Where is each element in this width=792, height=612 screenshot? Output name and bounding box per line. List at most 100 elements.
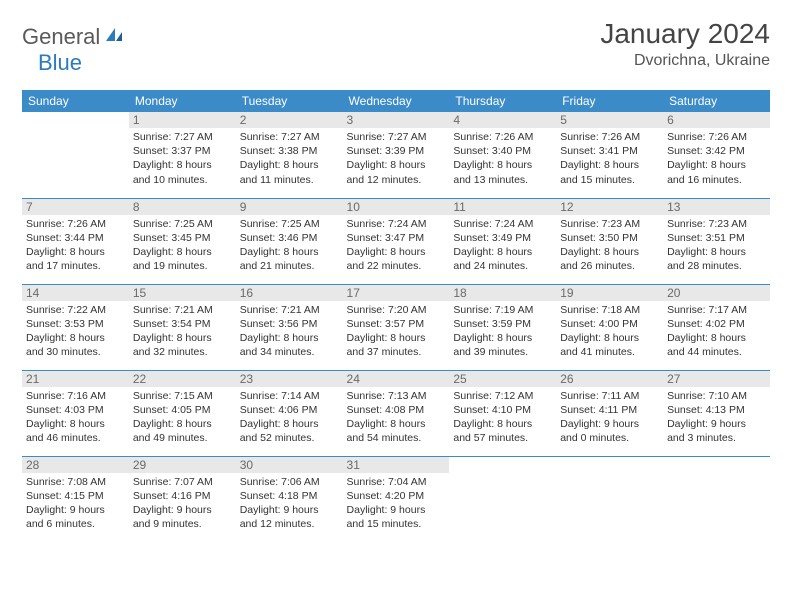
sunset-text: Sunset: 3:38 PM — [240, 145, 318, 157]
sunset-text: Sunset: 3:46 PM — [240, 232, 318, 244]
daylight-text: Daylight: 8 hours — [560, 246, 639, 258]
sunset-text: Sunset: 3:57 PM — [347, 318, 425, 330]
daylight-text: Daylight: 8 hours — [347, 332, 426, 344]
week-row: 1Sunrise: 7:27 AMSunset: 3:37 PMDaylight… — [22, 112, 770, 198]
sunrise-text: Sunrise: 7:19 AM — [453, 304, 533, 316]
daylight-text-2: and 37 minutes. — [347, 346, 422, 358]
daylight-text: Daylight: 8 hours — [26, 332, 105, 344]
week-row: 28Sunrise: 7:08 AMSunset: 4:15 PMDayligh… — [22, 456, 770, 542]
day-cell: 1Sunrise: 7:27 AMSunset: 3:37 PMDaylight… — [129, 112, 236, 198]
sunset-text: Sunset: 3:51 PM — [667, 232, 745, 244]
day-cell: 15Sunrise: 7:21 AMSunset: 3:54 PMDayligh… — [129, 284, 236, 370]
sunset-text: Sunset: 3:54 PM — [133, 318, 211, 330]
daylight-text-2: and 34 minutes. — [240, 346, 315, 358]
day-cell: 29Sunrise: 7:07 AMSunset: 4:16 PMDayligh… — [129, 456, 236, 542]
day-cell: 8 Sunrise: 7:25 AMSunset: 3:45 PMDaylight… — [129, 198, 236, 284]
daylight-text: Daylight: 9 hours — [347, 504, 426, 516]
daylight-text-2: and 26 minutes. — [560, 260, 635, 272]
day-cell: 21Sunrise: 7:16 AMSunset: 4:03 PMDayligh… — [22, 370, 129, 456]
title-block: January 2024 Dvorichna, Ukraine — [600, 18, 770, 70]
sunset-text: Sunset: 3:39 PM — [347, 145, 425, 157]
sunrise-text: Sunrise: 7:17 AM — [667, 304, 747, 316]
daylight-text-2: and 39 minutes. — [453, 346, 528, 358]
day-number: 16 — [236, 285, 343, 301]
daylight-text-2: and 12 minutes. — [240, 518, 315, 530]
day-number: 22 — [129, 371, 236, 387]
sunset-text: Sunset: 3:40 PM — [453, 145, 531, 157]
sunrise-text: Sunrise: 7:25 AM — [240, 218, 320, 230]
day-number: 25 — [449, 371, 556, 387]
sunrise-text: Sunrise: 7:06 AM — [240, 476, 320, 488]
day-cell: 24Sunrise: 7:13 AMSunset: 4:08 PMDayligh… — [343, 370, 450, 456]
daylight-text: Daylight: 9 hours — [667, 418, 746, 430]
sunset-text: Sunset: 3:41 PM — [560, 145, 638, 157]
day-number: 8 — [129, 199, 236, 215]
sunset-text: Sunset: 4:02 PM — [667, 318, 745, 330]
day-details: Sunrise: 7:21 AMSunset: 3:54 PMDaylight:… — [133, 303, 232, 360]
daylight-text-2: and 10 minutes. — [133, 174, 208, 186]
sunrise-text: Sunrise: 7:27 AM — [347, 131, 427, 143]
day-cell: 9Sunrise: 7:25 AMSunset: 3:46 PMDaylight… — [236, 198, 343, 284]
day-details: Sunrise: 7:20 AMSunset: 3:57 PMDaylight:… — [347, 303, 446, 360]
day-details: Sunrise: 7:25 AMSunset: 3:45 PMDaylight:… — [133, 217, 232, 274]
daylight-text: Daylight: 8 hours — [667, 159, 746, 171]
sunset-text: Sunset: 4:13 PM — [667, 404, 745, 416]
day-details: Sunrise: 7:07 AMSunset: 4:16 PMDaylight:… — [133, 475, 232, 532]
daylight-text: Daylight: 8 hours — [347, 246, 426, 258]
daylight-text: Daylight: 8 hours — [133, 332, 212, 344]
day-details: Sunrise: 7:21 AMSunset: 3:56 PMDaylight:… — [240, 303, 339, 360]
sunset-text: Sunset: 3:42 PM — [667, 145, 745, 157]
sunrise-text: Sunrise: 7:10 AM — [667, 390, 747, 402]
daylight-text: Daylight: 8 hours — [347, 159, 426, 171]
sunset-text: Sunset: 4:15 PM — [26, 490, 104, 502]
daylight-text: Daylight: 8 hours — [453, 418, 532, 430]
sunrise-text: Sunrise: 7:04 AM — [347, 476, 427, 488]
day-number: 2 — [236, 112, 343, 128]
day-cell: 2Sunrise: 7:27 AMSunset: 3:38 PMDaylight… — [236, 112, 343, 198]
day-cell: 14Sunrise: 7:22 AMSunset: 3:53 PMDayligh… — [22, 284, 129, 370]
daylight-text: Daylight: 8 hours — [667, 332, 746, 344]
daylight-text: Daylight: 8 hours — [453, 159, 532, 171]
sunset-text: Sunset: 4:18 PM — [240, 490, 318, 502]
daylight-text: Daylight: 8 hours — [26, 246, 105, 258]
day-cell: 23Sunrise: 7:14 AMSunset: 4:06 PMDayligh… — [236, 370, 343, 456]
daylight-text: Daylight: 8 hours — [240, 418, 319, 430]
day-cell — [556, 456, 663, 542]
daylight-text: Daylight: 8 hours — [453, 246, 532, 258]
day-number: 14 — [22, 285, 129, 301]
sunrise-text: Sunrise: 7:27 AM — [240, 131, 320, 143]
sunset-text: Sunset: 4:00 PM — [560, 318, 638, 330]
day-details: Sunrise: 7:14 AMSunset: 4:06 PMDaylight:… — [240, 389, 339, 446]
day-cell: 28Sunrise: 7:08 AMSunset: 4:15 PMDayligh… — [22, 456, 129, 542]
weekday-header-row: Sunday Monday Tuesday Wednesday Thursday… — [22, 90, 770, 112]
month-title: January 2024 — [600, 18, 770, 50]
day-number: 11 — [449, 199, 556, 215]
weekday-header: Sunday — [22, 90, 129, 112]
day-details: Sunrise: 7:19 AMSunset: 3:59 PMDaylight:… — [453, 303, 552, 360]
day-cell: 17Sunrise: 7:20 AMSunset: 3:57 PMDayligh… — [343, 284, 450, 370]
day-cell — [449, 456, 556, 542]
daylight-text-2: and 21 minutes. — [240, 260, 315, 272]
day-details: Sunrise: 7:27 AMSunset: 3:38 PMDaylight:… — [240, 130, 339, 187]
daylight-text: Daylight: 8 hours — [133, 418, 212, 430]
day-details: Sunrise: 7:15 AMSunset: 4:05 PMDaylight:… — [133, 389, 232, 446]
daylight-text: Daylight: 8 hours — [560, 332, 639, 344]
day-details: Sunrise: 7:17 AM Sunset: 4:02 PM Daylight:… — [667, 303, 766, 360]
daylight-text-2: and 3 minutes. — [667, 432, 736, 444]
weekday-header: Friday — [556, 90, 663, 112]
daylight-text: Daylight: 8 hours — [240, 246, 319, 258]
sunrise-text: Sunrise: 7:13 AM — [347, 390, 427, 402]
day-number: 4 — [449, 112, 556, 128]
sunset-text: Sunset: 4:11 PM — [560, 404, 637, 416]
sunset-text: Sunset: 3:53 PM — [26, 318, 104, 330]
sunset-text: Sunset: 4:03 PM — [26, 404, 104, 416]
day-cell: 20Sunrise: 7:17 AMSunset: 4:02 PMDayligh… — [663, 284, 770, 370]
sunset-text: Sunset: 4:05 PM — [133, 404, 211, 416]
daylight-text-2: and 41 minutes. — [560, 346, 635, 358]
daylight-text: Daylight: 9 hours — [560, 418, 639, 430]
day-details: Sunrise: 7:26 AMSunset: 3:41 PMDaylight:… — [560, 130, 659, 187]
day-number: 18 — [449, 285, 556, 301]
sunset-text: Sunset: 3:37 PM — [133, 145, 211, 157]
daylight-text: Daylight: 9 hours — [133, 504, 212, 516]
day-cell: 19Sunrise: 7:18 AMSunset: 4:00 PMDayligh… — [556, 284, 663, 370]
